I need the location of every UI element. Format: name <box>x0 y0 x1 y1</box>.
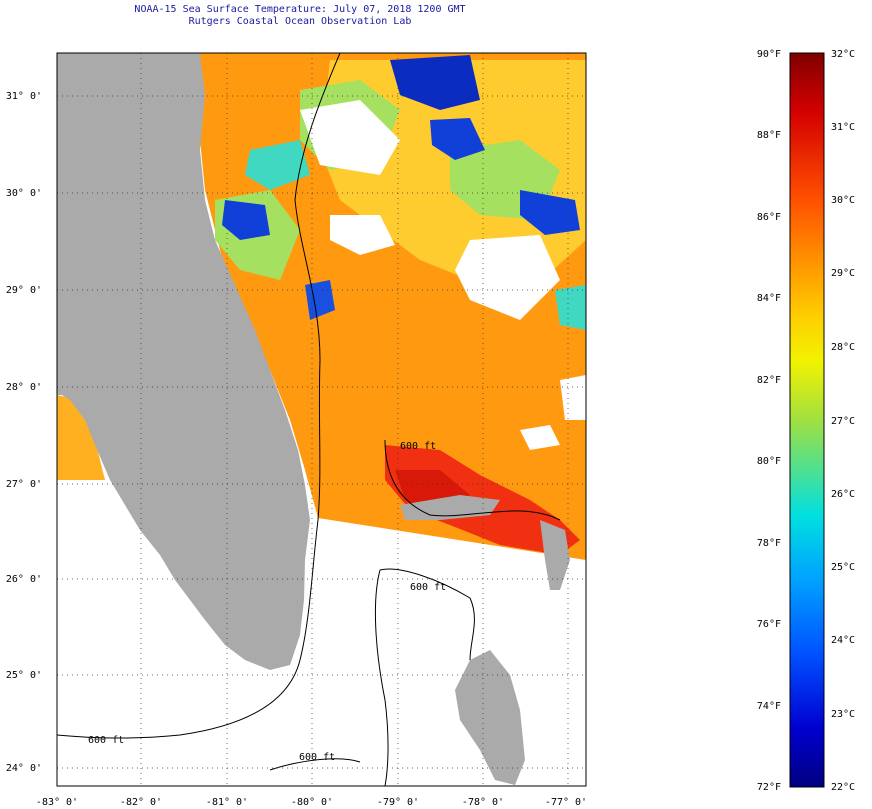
lat-label: 31° 0' <box>6 91 42 102</box>
colorbar-c-label: 30°C <box>831 195 855 206</box>
contour-label: 600 ft <box>88 735 124 746</box>
colorbar-f-label: 90°F <box>757 49 781 60</box>
lon-label: -79° 0' <box>377 797 419 808</box>
lon-label: -83° 0' <box>36 797 78 808</box>
cloud-gap-5 <box>520 425 560 450</box>
sst-patch-cyan-2 <box>555 285 586 330</box>
florida-land <box>57 53 310 670</box>
bathymetry-contour-bahamas <box>384 439 561 521</box>
map-grid <box>57 53 586 786</box>
map-frame <box>56 52 587 787</box>
colorbar-f-label: 84°F <box>757 293 781 304</box>
lat-label: 30° 0' <box>6 188 42 199</box>
colorbar-f-label: 82°F <box>757 375 781 386</box>
lon-label: -78° 0' <box>462 797 504 808</box>
bathymetry-contour-tongue <box>374 568 475 786</box>
map-content <box>57 53 586 786</box>
colorbar-f-label: 88°F <box>757 130 781 141</box>
cloud-gap-3 <box>330 215 395 255</box>
bahamas-abaco <box>540 520 570 590</box>
colorbar-c-label: 28°C <box>831 342 855 353</box>
lat-label: 27° 0' <box>6 479 42 490</box>
colorbar-f-label: 80°F <box>757 456 781 467</box>
map-title: NOAA-15 Sea Surface Temperature: July 07… <box>134 4 466 15</box>
bathymetry-contour-south <box>269 758 361 771</box>
sst-patch-cyan-1 <box>245 140 310 190</box>
colorbar-f-label: 86°F <box>757 212 781 223</box>
sst-patch-blue-2 <box>222 200 270 240</box>
colorbar-c-label: 22°C <box>831 782 855 793</box>
lon-label: -82° 0' <box>120 797 162 808</box>
colorbar-c-label: 24°C <box>831 635 855 646</box>
colorbar-c-label: 32°C <box>831 49 855 60</box>
colorbar-f-label: 76°F <box>757 619 781 630</box>
map-subtitle: Rutgers Coastal Ocean Observation Lab <box>188 16 412 27</box>
colorbar-f-label: 72°F <box>757 782 781 793</box>
lat-label: 25° 0' <box>6 670 42 681</box>
contour-label: 600 ft <box>400 441 436 452</box>
bathymetry-contour-florida <box>57 53 341 739</box>
contour-label: 600 ft <box>299 752 335 763</box>
contour-label: 600 ft <box>410 582 446 593</box>
colorbar-c-label: 29°C <box>831 268 855 279</box>
cloud-gap-1 <box>300 100 400 175</box>
sst-swath-gulf <box>57 395 105 480</box>
colorbar-c-label: 27°C <box>831 416 855 427</box>
bahamas-andros <box>455 650 525 785</box>
lat-label: 24° 0' <box>6 763 42 774</box>
colorbar-f-label: 74°F <box>757 701 781 712</box>
colorbar-c-label: 31°C <box>831 122 855 133</box>
colorbar-c-label: 25°C <box>831 562 855 573</box>
lat-label: 28° 0' <box>6 382 42 393</box>
cloud-gap-4 <box>560 375 586 420</box>
lon-label: -81° 0' <box>206 797 248 808</box>
sst-patch-blue-3 <box>430 118 485 160</box>
colorbar-c-label: 26°C <box>831 489 855 500</box>
cloud-gap-2 <box>455 235 560 320</box>
lon-label: -77° 0' <box>545 797 587 808</box>
colorbar-f-label: 78°F <box>757 538 781 549</box>
sst-patch-blue-4 <box>520 190 580 235</box>
lat-label: 26° 0' <box>6 574 42 585</box>
lat-label: 29° 0' <box>6 285 42 296</box>
lon-label: -80° 0' <box>291 797 333 808</box>
colorbar <box>789 52 825 788</box>
colorbar-c-label: 23°C <box>831 709 855 720</box>
